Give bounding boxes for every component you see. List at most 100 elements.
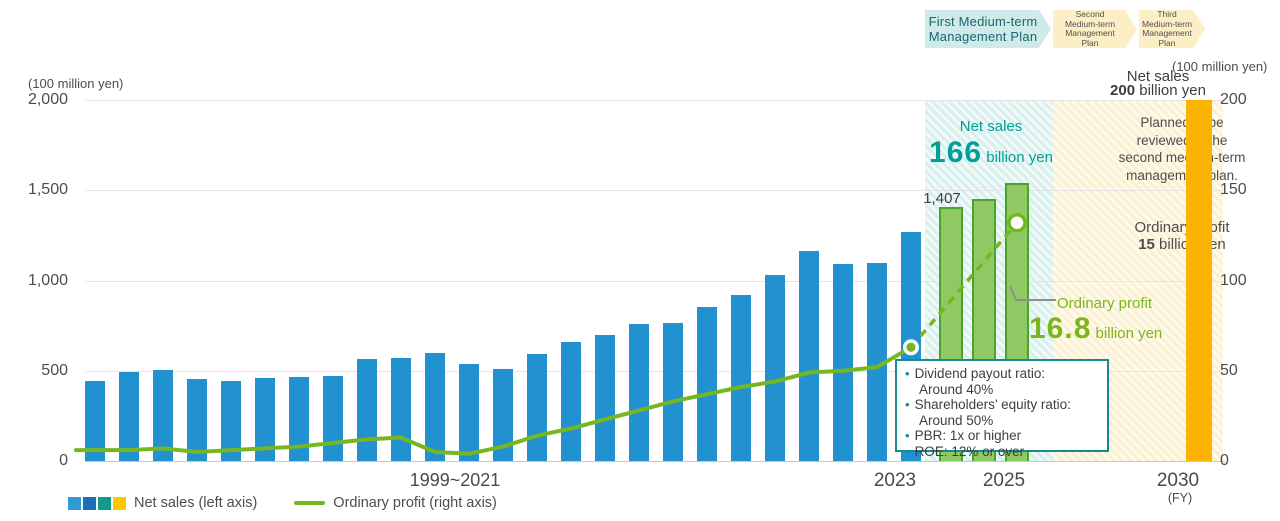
bar-net-sales-actual [425, 353, 445, 461]
review-note-line: management plan. [1126, 167, 1238, 183]
bullet-icon: • [905, 366, 910, 381]
x-axis-label: 2023 [873, 470, 917, 491]
ordinary-profit-plan-unit: billion yen [1091, 325, 1163, 342]
bar-net-sales-actual [493, 368, 513, 461]
right-axis-tick: 200 [1220, 91, 1247, 108]
bar-net-sales-actual [153, 369, 173, 461]
bar-net-sales-actual [629, 324, 649, 461]
bar-net-sales-actual [119, 371, 139, 461]
banner-line: Second [1075, 9, 1105, 19]
gridline [85, 280, 1225, 282]
ordinary-profit-2030-value: 15 [1138, 236, 1155, 253]
kpi-item: • Dividend payout ratio: [903, 366, 1101, 382]
bar-net-sales-actual [323, 376, 343, 461]
kpi-item: • Shareholders’ equity ratio: [903, 397, 1101, 413]
legend-swatch [98, 496, 111, 510]
banner-line: Medium-term [1064, 18, 1116, 29]
banner-line: Plan [1158, 37, 1176, 48]
bar-net-sales-actual [833, 264, 853, 461]
ordinary-profit-plan-value: 16.8 billion yen [1029, 312, 1162, 346]
bar-net-sales-actual [867, 263, 887, 461]
gridline [85, 100, 1225, 101]
fy-axis-label: (FY) [1167, 491, 1193, 505]
gridline [85, 190, 1225, 192]
review-note-line: second medium-term [1118, 150, 1246, 165]
left-axis-tick: 500 [41, 361, 68, 379]
legend-swatch [68, 496, 81, 510]
banner-line: Management Plan [928, 29, 1038, 44]
banner-first-medium-term-plan: First Medium-term Management Plan [925, 10, 1051, 48]
bar-net-sales-actual [799, 250, 819, 461]
legend-line-label: Ordinary profit (right axis) [333, 495, 497, 511]
review-note-line: reviewed in the [1136, 132, 1228, 148]
kpi-target-box: • Dividend payout ratio: Around 40% • Shareh… [895, 359, 1109, 459]
net-sales-2030-title: Net sales [1126, 68, 1190, 85]
ordinary-profit-plan-number: 16.8 [1029, 312, 1092, 345]
ordinary-profit-2030-annotation: Ordinary profit 15 billion yen [1098, 219, 1266, 253]
ordinary-profit-2030-title: Ordinary profit [1134, 219, 1230, 236]
review-note: Planned to be reviewed in the second med… [1098, 114, 1266, 184]
net-sales-plan-title: Net sales [959, 118, 1023, 135]
legend-line-swatch [294, 500, 326, 506]
kpi-item-label: PBR: 1x or higher [914, 428, 1022, 443]
bar-net-sales-actual [357, 359, 377, 461]
banner-line: Plan [1081, 37, 1099, 48]
bar-net-sales-actual [731, 295, 751, 461]
bullet-icon: • [905, 397, 910, 412]
bar-net-sales-actual [391, 357, 411, 461]
bar-net-sales-actual [255, 378, 275, 461]
right-axis-tick: 50 [1220, 361, 1238, 379]
right-axis-unit: (100 million yen) [1172, 59, 1268, 74]
bar-net-sales-actual [221, 380, 241, 461]
bar-net-sales-actual [187, 379, 207, 461]
net-sales-2030-unit: billion yen [1135, 81, 1206, 99]
left-axis-tick: 1,500 [27, 181, 68, 199]
net-sales-plan-value: 166 [929, 136, 983, 169]
banner-second-medium-term-plan: Second Medium-term Management Plan [1053, 10, 1137, 48]
review-note-line: Planned to be [1140, 115, 1224, 130]
net-sales-2030-value: 200 [1110, 81, 1136, 99]
legend: Net sales (left axis) Ordinary profit (r… [68, 495, 497, 511]
kpi-item-label: ROE: 12% or over [914, 443, 1025, 459]
kpi-item: • ROE: 12% or over [903, 444, 1101, 460]
legend-bar-swatches [68, 496, 128, 510]
kpi-item-label: Dividend payout ratio: [914, 366, 1046, 381]
bar-net-sales-actual [289, 377, 309, 461]
right-axis-tick: 0 [1220, 452, 1229, 469]
x-axis-label: 2030 [1156, 470, 1200, 491]
bar-net-sales-actual [561, 342, 581, 461]
bar-net-sales-2030-target [1186, 100, 1212, 461]
left-axis-tick: 2,000 [27, 91, 68, 108]
legend-swatch [83, 496, 96, 510]
bullet-icon: • [905, 428, 910, 443]
banner-line: Management [1142, 28, 1192, 38]
right-axis-tick: 100 [1220, 271, 1247, 289]
right-axis-tick: 150 [1220, 181, 1247, 199]
bar-net-sales-actual [459, 364, 479, 461]
left-axis-tick: 1,000 [27, 271, 68, 289]
bar-net-sales-actual [663, 322, 683, 461]
banner-line: First Medium-term [928, 14, 1038, 29]
gridline [85, 461, 1225, 462]
banner-line: Management [1065, 28, 1115, 38]
bar-net-sales-actual [85, 381, 105, 461]
bullet-icon: • [905, 443, 910, 459]
plan-bar-value-label: 1,407 [923, 190, 961, 207]
net-sales-2030-annotation: Net sales 200 billion yen [1078, 68, 1238, 99]
banner-line: Third [1157, 9, 1177, 19]
kpi-item: • PBR: 1x or higher [903, 428, 1101, 444]
bar-net-sales-actual [697, 307, 717, 461]
kpi-item-value: Around 40% [919, 381, 994, 397]
bar-net-sales-actual [527, 353, 547, 461]
legend-swatch [113, 496, 126, 510]
bar-net-sales-actual [595, 335, 615, 461]
net-sales-plan-annotation: Net sales 166 billion yen [903, 118, 1079, 170]
left-axis-tick: 0 [59, 452, 68, 469]
x-axis-label: 1999~2021 [409, 470, 501, 490]
banner-third-medium-term-plan: Third Medium-term Management Plan [1139, 10, 1205, 48]
left-axis-unit: (100 million yen) [28, 76, 124, 91]
legend-bar-label: Net sales (left axis) [134, 495, 258, 511]
kpi-item-label: Shareholders’ equity ratio: [914, 397, 1071, 412]
x-axis-label: 2025 [982, 470, 1026, 491]
